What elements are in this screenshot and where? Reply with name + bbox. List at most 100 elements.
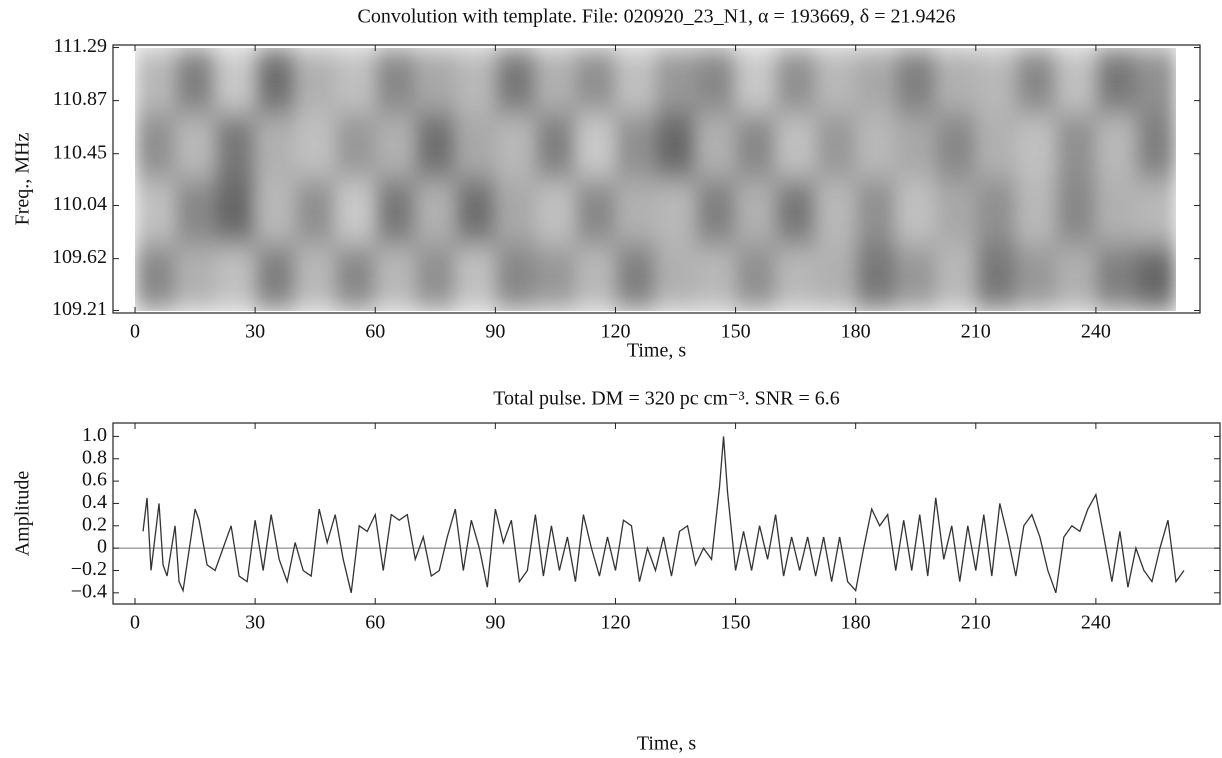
y-tick-label: 0.4 xyxy=(82,491,107,513)
heatmap-cell xyxy=(175,48,216,114)
heatmap-cell xyxy=(775,48,817,114)
heatmap-cell xyxy=(1095,48,1137,114)
heatmap-cell xyxy=(135,48,176,114)
heatmap-cell xyxy=(975,179,1017,246)
heatmap-cell xyxy=(495,48,536,114)
heatmap-cell xyxy=(1015,179,1057,246)
x-tick-label: 30 xyxy=(245,612,265,634)
x-tick-label: 90 xyxy=(485,612,505,634)
heatmap-cell xyxy=(415,113,456,180)
heatmap-cell xyxy=(775,113,817,180)
y-axis-label: Amplitude xyxy=(12,471,34,557)
heatmap-cell xyxy=(175,113,216,180)
heatmap-cell xyxy=(255,244,296,311)
heatmap-cell xyxy=(615,113,656,180)
heatmap-cell xyxy=(135,113,176,180)
heatmap-cell xyxy=(815,179,857,246)
heatmap-cell xyxy=(535,48,576,114)
heatmap-cell xyxy=(935,179,977,246)
axes-frame xyxy=(112,44,1201,314)
heatmap-cell xyxy=(895,244,937,311)
heatmap-cell xyxy=(135,244,176,311)
heatmap-cell xyxy=(815,48,857,114)
heatmap-cell xyxy=(735,113,777,180)
heatmap-cell xyxy=(255,179,296,246)
heatmap-cell xyxy=(215,113,256,180)
heatmap-cell xyxy=(815,244,857,311)
heatmap-cell xyxy=(575,48,616,114)
heatmap-cell xyxy=(575,113,616,180)
heatmap-cell xyxy=(455,179,496,246)
heatmap-cell xyxy=(1055,113,1097,180)
heatmap-cell xyxy=(735,48,777,114)
heatmap-cell xyxy=(375,244,416,311)
x-tick-label: 60 xyxy=(365,612,385,634)
heatmap-cell xyxy=(295,48,336,114)
heatmap-cell xyxy=(775,244,817,311)
x-tick-label: 120 xyxy=(600,321,630,343)
heatmap-cell xyxy=(935,48,977,114)
y-tick-label: 0.6 xyxy=(82,469,107,491)
heatmap-cell xyxy=(615,244,656,311)
x-tick-label: 150 xyxy=(721,612,751,634)
x-tick-label: 0 xyxy=(130,612,140,634)
heatmap-cell xyxy=(1055,48,1097,114)
heatmap-cell xyxy=(1095,244,1137,311)
y-tick-label: 110.04 xyxy=(53,193,107,215)
axes-frame xyxy=(112,422,1221,605)
y-tick-label: 0 xyxy=(97,536,107,558)
heatmap-cell xyxy=(1015,48,1057,114)
x-tick-label: 240 xyxy=(1081,612,1111,634)
heatmap-cell xyxy=(295,179,336,246)
heatmap-cell xyxy=(1095,179,1137,246)
heatmap-cell xyxy=(215,179,256,246)
heatmap-cell xyxy=(1135,48,1176,114)
heatmap-cell xyxy=(455,244,496,311)
y-tick-label: 109.62 xyxy=(52,246,107,268)
heatmap-cell xyxy=(375,48,416,114)
heatmap-cell xyxy=(695,244,737,311)
y-tick-label: 111.29 xyxy=(53,35,107,57)
heatmap-cell xyxy=(375,113,416,180)
heatmap-cell xyxy=(1015,244,1057,311)
y-tick-label: 0.8 xyxy=(82,446,107,468)
heatmap-cell xyxy=(455,113,496,180)
heatmap-cell xyxy=(335,244,376,311)
heatmap-cell xyxy=(935,244,977,311)
heatmap-cell xyxy=(415,48,456,114)
heatmap-cell xyxy=(655,113,697,180)
x-tick-label: 180 xyxy=(841,321,871,343)
y-tick-label: −0.2 xyxy=(71,558,107,580)
x-tick-label: 210 xyxy=(961,321,991,343)
heatmap-cell xyxy=(975,113,1017,180)
x-tick-label: 90 xyxy=(485,321,505,343)
x-tick-label: 240 xyxy=(1081,321,1111,343)
heatmap-cell xyxy=(1135,244,1176,311)
heatmap-cell xyxy=(775,179,817,246)
heatmap-cell xyxy=(495,244,536,311)
heatmap-cell xyxy=(415,244,456,311)
y-axis-label: Freq., MHz xyxy=(12,132,34,225)
heatmap-cell xyxy=(1135,179,1176,246)
heatmap-cell xyxy=(855,179,897,246)
heatmap-cell xyxy=(695,113,737,180)
x-tick-label: 150 xyxy=(721,321,751,343)
x-tick-label: 120 xyxy=(600,612,630,634)
heatmap-cell xyxy=(1055,244,1097,311)
heatmap-cell xyxy=(695,48,737,114)
heatmap-cell xyxy=(455,48,496,114)
heatmap-cell xyxy=(1015,113,1057,180)
heatmap-cell xyxy=(895,48,937,114)
heatmap-cell xyxy=(975,244,1017,311)
heatmap-cell xyxy=(535,244,576,311)
heatmap-cell xyxy=(535,113,576,180)
heatmap-cell xyxy=(135,179,176,246)
chart-title: Total pulse. DM = 320 pc cm⁻³. SNR = 6.6 xyxy=(493,388,840,410)
heatmap-cell xyxy=(855,244,897,311)
heatmap-cell xyxy=(655,48,697,114)
heatmap-cell xyxy=(655,179,697,246)
y-tick-label: 109.21 xyxy=(52,298,107,320)
heatmap-cell xyxy=(255,113,296,180)
